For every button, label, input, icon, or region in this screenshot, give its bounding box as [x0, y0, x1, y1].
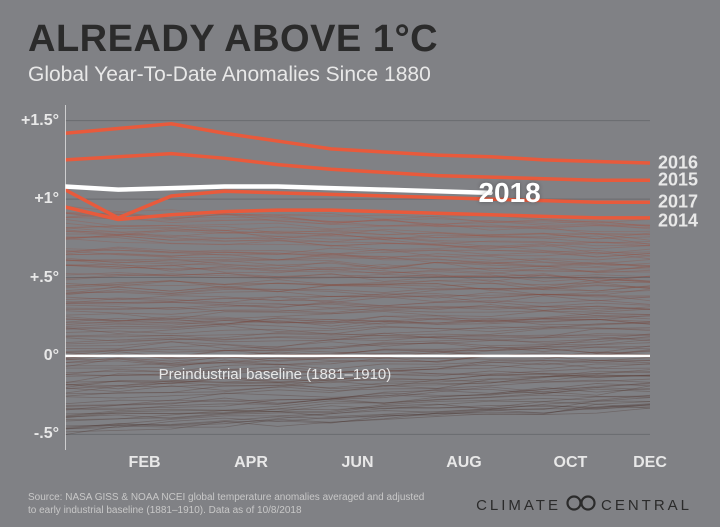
- logo-text-right: CENTRAL: [601, 497, 692, 514]
- x-axis-label: APR: [234, 454, 268, 472]
- y-axis-label: +1.5°: [21, 112, 59, 130]
- logo: CLIMATE CENTRAL: [476, 495, 692, 515]
- x-axis-label: FEB: [129, 454, 161, 472]
- chart-title: ALREADY ABOVE 1°C: [28, 18, 692, 61]
- chart-area: +1.5°+1°+.5°0°-.5°FEBAPRJUNAUGOCTDECPrei…: [65, 105, 650, 450]
- chart-svg: [65, 105, 650, 450]
- y-axis-label: +.5°: [30, 269, 59, 287]
- year-end-label: 2015: [658, 170, 698, 191]
- y-axis-label: 0°: [44, 347, 59, 365]
- year-end-label: 2014: [658, 211, 698, 232]
- highlighted-year-center-label: 2018: [478, 177, 540, 209]
- logo-text-left: CLIMATE: [476, 497, 561, 514]
- source-text: Source: NASA GISS & NOAA NCEI global tem…: [28, 491, 428, 517]
- x-axis-label: JUN: [341, 454, 373, 472]
- x-axis-label: OCT: [554, 454, 588, 472]
- y-axis-label: -.5°: [34, 425, 59, 443]
- chart-subtitle: Global Year-To-Date Anomalies Since 1880: [28, 63, 692, 87]
- logo-icon: [565, 495, 597, 515]
- y-axis-label: +1°: [34, 190, 59, 208]
- x-axis-label: DEC: [633, 454, 667, 472]
- x-axis-label: AUG: [446, 454, 482, 472]
- baseline-label: Preindustrial baseline (1881–1910): [159, 366, 392, 383]
